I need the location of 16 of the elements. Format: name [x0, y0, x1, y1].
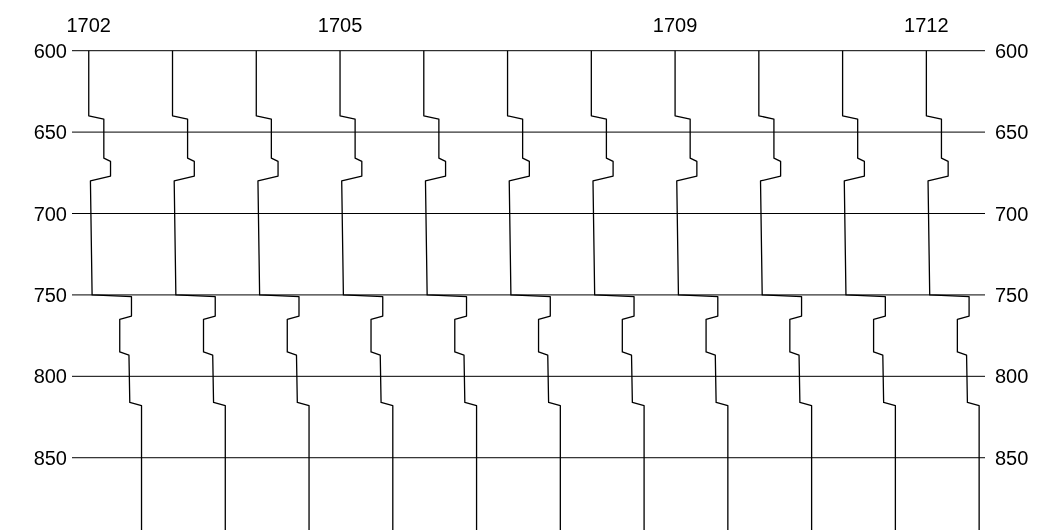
y2-tick-label: 650 — [995, 121, 1029, 144]
x-tick-label: 1705 — [317, 14, 363, 36]
y-tick-label: 750 — [33, 283, 67, 306]
y2-tick-label: 700 — [995, 202, 1029, 225]
x-tick-label: 1702 — [66, 14, 111, 36]
y2-tick-label: 800 — [995, 365, 1029, 388]
y-tick-label: 600 — [33, 39, 67, 62]
y2-tick-label: 600 — [995, 39, 1029, 62]
x-tick-label: 1709 — [652, 14, 698, 36]
y-tick-label: 800 — [33, 365, 67, 388]
x-tick-label: 1712 — [904, 14, 949, 36]
y2-tick-label: 750 — [995, 283, 1029, 306]
y-tick-label: 650 — [33, 121, 67, 144]
y-tick-label: 850 — [33, 446, 67, 469]
y-tick-label: 700 — [33, 202, 67, 225]
y2-tick-label: 850 — [995, 446, 1029, 469]
